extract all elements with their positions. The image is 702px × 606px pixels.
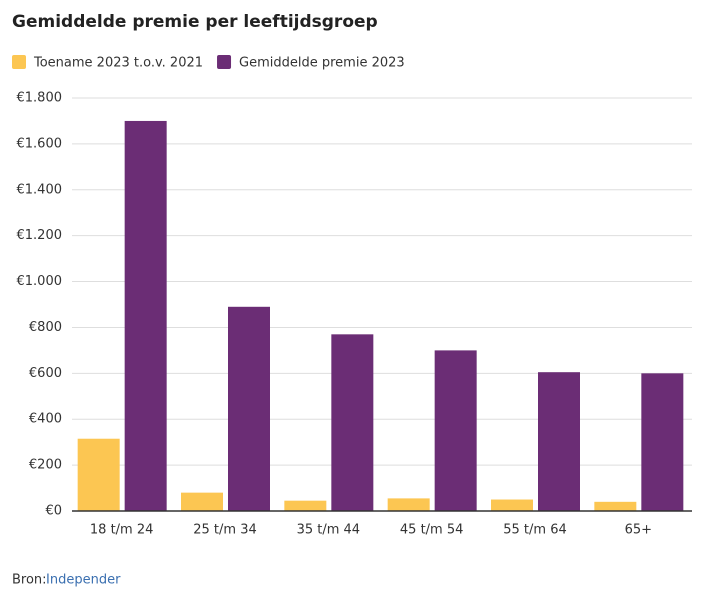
bar <box>284 500 327 511</box>
legend-label: Toename 2023 t.o.v. 2021 <box>33 56 203 71</box>
bar <box>641 373 684 511</box>
y-tick-label: €400 <box>29 412 62 427</box>
bar <box>538 372 580 511</box>
y-tick-label: €1.600 <box>17 136 63 151</box>
legend-swatch <box>12 55 26 69</box>
y-tick-label: €1.000 <box>17 274 63 289</box>
source-link[interactable]: Independer <box>46 573 121 588</box>
y-tick-label: €1.400 <box>17 182 63 197</box>
y-tick-label: €200 <box>29 458 62 473</box>
legend-swatch <box>217 55 232 69</box>
bar <box>228 306 270 511</box>
bar <box>387 498 430 511</box>
bar <box>124 120 167 511</box>
x-tick-label: 18 t/m 24 <box>90 523 154 538</box>
legend-label: Gemiddelde premie 2023 <box>239 56 405 71</box>
y-tick-label: €600 <box>29 366 62 381</box>
y-tick-label: €1.200 <box>17 228 63 243</box>
source-prefix: Bron: <box>12 573 47 588</box>
y-tick-label: €0 <box>45 504 62 519</box>
y-tick-label: €1.800 <box>17 91 63 106</box>
bar <box>434 350 477 511</box>
bar <box>331 334 374 511</box>
bar <box>594 501 637 511</box>
chart-title: Gemiddelde premie per leeftijdsgroep <box>12 12 378 32</box>
x-tick-label: 25 t/m 34 <box>193 523 257 538</box>
bar <box>77 438 120 511</box>
x-tick-label: 55 t/m 64 <box>503 523 567 538</box>
bar <box>491 499 533 511</box>
x-tick-label: 65+ <box>625 523 652 538</box>
x-tick-label: 45 t/m 54 <box>400 523 464 538</box>
y-tick-label: €800 <box>29 320 62 335</box>
bar <box>181 492 223 511</box>
x-tick-label: 35 t/m 44 <box>297 523 361 538</box>
